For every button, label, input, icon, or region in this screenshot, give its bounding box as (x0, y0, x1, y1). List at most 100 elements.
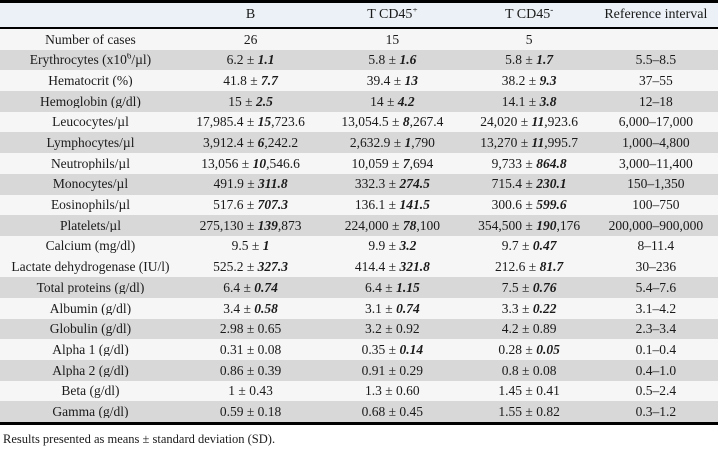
table-row: Eosinophils/µl 517.6 ± 707.3 136.1 ± 141… (0, 194, 718, 216)
cell-t-cd45-neg: 5 (525, 32, 533, 47)
cell-reference-interval: 200,000–900,000 (608, 218, 704, 233)
cell-b: 517.6 ± 707.3 (213, 198, 289, 212)
cell-t-cd45-pos: 0.91 ± 0.29 (361, 363, 424, 378)
cell-t-cd45-pos: 14 ± 4.2 (370, 94, 415, 109)
table-row: Globulin (g/dl) 2.98 ± 0.65 3.2 ± 0.92 4… (0, 318, 718, 340)
cell-t-cd45-neg: 13,270 ± 11,995.7 (480, 136, 579, 150)
cell-reference-interval: 0.1–0.4 (635, 342, 677, 357)
cell-reference-interval: 5.5–8.5 (635, 53, 677, 67)
row-label: Leucocytes/µl (52, 115, 129, 129)
cell-reference-interval: 3.1–4.2 (635, 301, 677, 316)
row-label: Lactate dehydrogenase (IU/l) (11, 260, 170, 274)
table-row: Total proteins (g/dl) 6.4 ± 0.74 6.4 ± 1… (0, 277, 718, 298)
cell-b: 1 ± 0.43 (228, 384, 273, 398)
cell-b: 491.9 ± 311.8 (213, 177, 288, 191)
cell-b: 0.59 ± 0.18 (219, 404, 282, 419)
cell-b: 2.98 ± 0.65 (219, 322, 282, 336)
cell-t-cd45-pos: 3.2 ± 0.92 (365, 322, 420, 336)
cell-t-cd45-pos: 0.35 ± 0.14 (361, 342, 424, 357)
cell-b: 0.31 ± 0.08 (219, 342, 282, 357)
cell-b: 3.4 ± 0.58 (223, 301, 278, 316)
cell-reference-interval: 8–11.4 (637, 239, 675, 253)
cell-t-cd45-neg: 354,500 ± 190,176 (478, 218, 581, 233)
table-body: Number of cases 26 15 5 Erythrocytes (x1… (0, 29, 718, 426)
cell-b: 9.5 ± 1 (231, 239, 270, 253)
cell-reference-interval: 3,000–11,400 (618, 156, 693, 171)
table-row: Beta (g/dl) 1 ± 0.43 1.3 ± 0.60 1.45 ± 0… (0, 380, 718, 402)
cell-reference-interval: 2.3–3.4 (635, 322, 677, 336)
row-label: Monocytes/µl (52, 177, 129, 191)
cell-t-cd45-neg: 3.3 ± 0.22 (501, 301, 557, 316)
row-label: Platelets/µl (59, 218, 121, 233)
row-label: Alpha 1 (g/dl) (52, 342, 129, 357)
table-row: Gamma (g/dl) 0.59 ± 0.18 0.68 ± 0.45 1.5… (0, 401, 718, 423)
table-row: Lactate dehydrogenase (IU/l) 525.2 ± 327… (0, 256, 718, 278)
cell-t-cd45-neg: 212.6 ± 81.7 (495, 260, 564, 274)
cell-t-cd45-pos: 5.8 ± 1.6 (368, 53, 417, 67)
cell-reference-interval: 0.4–1.0 (635, 363, 677, 378)
cell-t-cd45-neg: 0.8 ± 0.08 (501, 363, 557, 378)
row-label: Eosinophils/µl (50, 198, 130, 212)
cell-b: 6.2 ± 1.1 (226, 53, 275, 67)
column-header-b: B (245, 8, 256, 22)
cell-b: 15 ± 2.5 (228, 94, 273, 109)
cell-t-cd45-neg: 4.2 ± 0.89 (501, 322, 557, 336)
cell-reference-interval: 150–1,350 (627, 177, 685, 191)
cell-t-cd45-pos: 332.3 ± 274.5 (354, 177, 430, 191)
cell-reference-interval: 100–750 (632, 198, 680, 212)
cell-t-cd45-neg: 5.8 ± 1.7 (505, 53, 554, 67)
cell-b: 275,130 ± 139,873 (199, 218, 302, 233)
cell-t-cd45-neg: 24,020 ± 11,923.6 (480, 115, 579, 129)
cell-b: 6.4 ± 0.74 (223, 280, 278, 295)
column-header-t-cd45-pos: T CD45+ (367, 8, 418, 22)
cell-t-cd45-neg: 9.7 ± 0.47 (501, 239, 557, 253)
row-label: Albumin (g/dl) (49, 301, 132, 316)
cell-b: 13,056 ± 10,546.6 (201, 156, 300, 171)
cell-t-cd45-pos: 3.1 ± 0.74 (365, 301, 420, 316)
cell-b: 26 (243, 32, 258, 47)
table-row: Platelets/µl 275,130 ± 139,873 224,000 ±… (0, 215, 718, 236)
cell-t-cd45-pos: 136.1 ± 141.5 (354, 198, 430, 212)
cell-t-cd45-neg: 38.2 ± 9.3 (501, 73, 557, 88)
row-label: Lymphocytes/µl (46, 136, 135, 150)
cell-t-cd45-neg: 1.45 ± 0.41 (498, 384, 560, 398)
table-row: Erythrocytes (x106/µl) 6.2 ± 1.1 5.8 ± 1… (0, 49, 718, 71)
cell-reference-interval: 1,000–4,800 (622, 136, 690, 150)
row-label: Number of cases (45, 32, 136, 47)
cell-t-cd45-pos: 39.4 ± 13 (366, 73, 418, 88)
cell-reference-interval: 6,000–17,000 (618, 115, 693, 129)
table-row: Hematocrit (%) 41.8 ± 7.7 39.4 ± 13 38.2… (0, 70, 718, 92)
cell-t-cd45-neg: 300.6 ± 599.6 (491, 198, 567, 212)
cell-t-cd45-neg: 9,733 ± 864.8 (491, 156, 567, 171)
cell-t-cd45-neg: 0.28 ± 0.05 (498, 342, 560, 357)
cell-t-cd45-pos: 15 (385, 32, 400, 47)
cell-t-cd45-neg: 1.55 ± 0.82 (498, 404, 560, 419)
row-label: Calcium (mg/dl) (45, 239, 136, 253)
cell-reference-interval: 5.4–7.6 (635, 280, 677, 295)
cell-b: 17,985.4 ± 15,723.6 (196, 115, 305, 129)
cell-t-cd45-pos: 414.4 ± 321.8 (354, 260, 430, 274)
cell-reference-interval: 37–55 (638, 73, 673, 88)
cell-b: 41.8 ± 7.7 (223, 73, 278, 88)
row-label: Total proteins (g/dl) (36, 280, 145, 295)
cell-b: 3,912.4 ± 6,242.2 (202, 136, 299, 150)
cell-t-cd45-pos: 9.9 ± 3.2 (368, 239, 417, 253)
row-label: Erythrocytes (x106/µl) (29, 53, 152, 67)
cell-reference-interval: 12–18 (638, 94, 673, 109)
table-row: Neutrophils/µl 13,056 ± 10,546.6 10,059 … (0, 153, 718, 174)
row-label: Neutrophils/µl (50, 156, 130, 171)
cell-reference-interval: 30–236 (635, 260, 677, 274)
row-label: Gamma (g/dl) (52, 404, 129, 419)
cell-t-cd45-pos: 224,000 ± 78,100 (344, 218, 440, 233)
cell-t-cd45-pos: 1.3 ± 0.60 (365, 384, 420, 398)
table-row: Albumin (g/dl) 3.4 ± 0.58 3.1 ± 0.74 3.3… (0, 297, 718, 319)
row-label: Hemoglobin (g/dl) (40, 94, 141, 109)
table-row: Alpha 2 (g/dl) 0.86 ± 0.39 0.91 ± 0.29 0… (0, 360, 718, 381)
column-header-reference-interval: Reference interval (604, 8, 708, 22)
cell-b: 525.2 ± 327.3 (213, 260, 289, 274)
table-row: Lymphocytes/µl 3,912.4 ± 6,242.2 2,632.9… (0, 132, 718, 154)
cell-t-cd45-pos: 0.68 ± 0.45 (361, 404, 424, 419)
row-label: Beta (g/dl) (61, 384, 120, 398)
cell-t-cd45-pos: 10,059 ± 7,694 (351, 156, 434, 171)
